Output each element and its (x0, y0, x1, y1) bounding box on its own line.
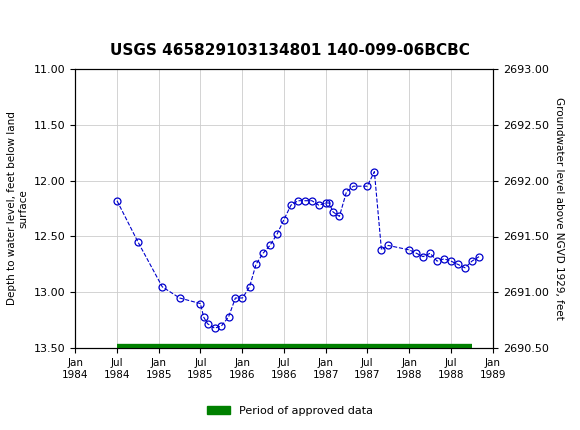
Y-axis label: Depth to water level, feet below land
surface: Depth to water level, feet below land su… (7, 112, 28, 305)
Text: ≡USGS: ≡USGS (12, 16, 70, 35)
Y-axis label: Groundwater level above NGVD 1929, feet: Groundwater level above NGVD 1929, feet (554, 97, 564, 320)
Legend: Period of approved data: Period of approved data (203, 401, 377, 420)
Text: USGS 465829103134801 140-099-06BCBC: USGS 465829103134801 140-099-06BCBC (110, 43, 470, 58)
